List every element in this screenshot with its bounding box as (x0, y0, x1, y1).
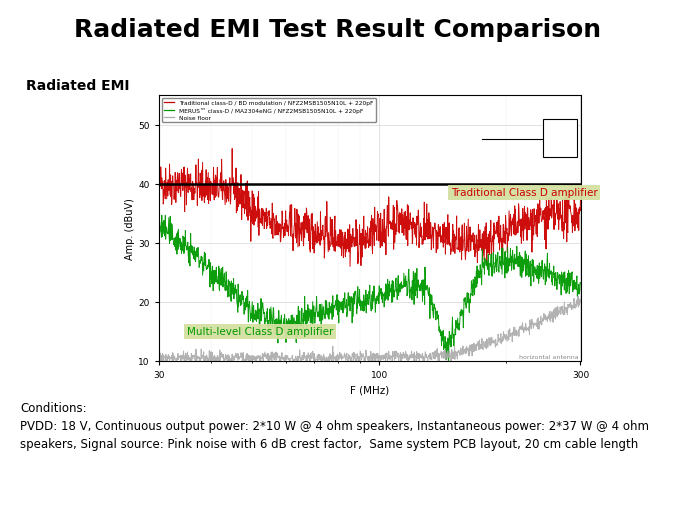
X-axis label: F (MHz): F (MHz) (350, 385, 389, 394)
Text: horizontal antenna: horizontal antenna (520, 355, 579, 360)
Y-axis label: Amp. (dBuV): Amp. (dBuV) (126, 197, 135, 260)
Text: Radiated EMI Test Result Comparison: Radiated EMI Test Result Comparison (74, 18, 601, 41)
Text: Traditional Class D amplifier: Traditional Class D amplifier (451, 188, 598, 198)
FancyBboxPatch shape (543, 120, 577, 158)
Legend: Traditional class-D / BD modulation / NFZ2MSB1505N10L + 220pF, MERUS™ class-D / : Traditional class-D / BD modulation / NF… (161, 99, 376, 123)
Text: Radiated EMI: Radiated EMI (26, 79, 130, 93)
Text: Multi-level Class D amplifier: Multi-level Class D amplifier (187, 327, 333, 336)
Text: Conditions:
PVDD: 18 V, Continuous output power: 2*10 W @ 4 ohm speakers, Instan: Conditions: PVDD: 18 V, Continuous outpu… (20, 401, 649, 450)
